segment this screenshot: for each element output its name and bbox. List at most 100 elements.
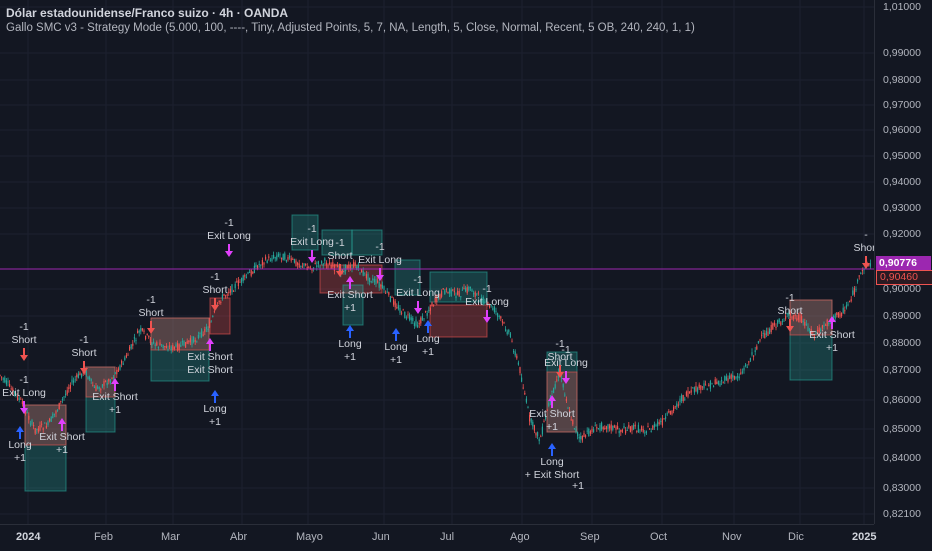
candle-body xyxy=(63,396,65,398)
candle-body xyxy=(185,342,187,348)
price-tick-label: 0,93000 xyxy=(883,202,921,214)
candle-body xyxy=(265,256,267,260)
signal-plus[interactable]: +1 xyxy=(572,480,584,492)
candle-body xyxy=(826,319,828,327)
candle-body xyxy=(237,280,239,287)
candle-body xyxy=(481,298,483,304)
price-tick-label: 1,01000 xyxy=(883,1,921,13)
time-scale[interactable]: 2024 Feb Mar Abr Mayo Jun Jul Ago Sep Oct Nov Dic 20… xyxy=(0,524,876,551)
candle-body xyxy=(21,401,23,405)
signal-exitshort[interactable]: Exit Short+1 xyxy=(39,418,85,456)
signal-long[interactable]: Long+1 xyxy=(416,320,440,358)
candle-body xyxy=(37,428,39,432)
candle-body xyxy=(309,267,311,270)
candle-body xyxy=(141,328,143,331)
candle-body xyxy=(786,312,788,315)
candle-body xyxy=(593,429,595,433)
signal-long[interactable]: Long+1 xyxy=(384,328,408,366)
candle-body xyxy=(362,271,364,276)
candle-body xyxy=(79,372,81,376)
secondary-price-badge: 0,90460 xyxy=(876,270,932,285)
candle-body xyxy=(533,425,535,431)
candle-body xyxy=(573,428,575,430)
signal-short[interactable]: -Short xyxy=(853,229,874,269)
candle-body xyxy=(92,385,94,387)
candle-body xyxy=(802,320,804,322)
signal-long[interactable]: Long+1 xyxy=(338,325,362,363)
candle-body xyxy=(615,426,617,430)
signal-subtext: +1 xyxy=(390,354,402,366)
candle-body xyxy=(757,341,759,344)
signal-subtext: Exit Long xyxy=(358,254,402,266)
candle-body xyxy=(535,432,537,436)
signal-arrow-icon xyxy=(211,298,219,311)
signal-exitshort[interactable]: Exit Short+1 xyxy=(92,378,138,416)
signal-text: -1 xyxy=(79,334,88,346)
candle-body xyxy=(580,435,582,440)
candle-body xyxy=(108,379,110,382)
candle-body xyxy=(556,379,558,381)
indicator-legend[interactable]: Gallo SMC v3 - Strategy Mode (5.000, 100… xyxy=(6,22,695,34)
candle-body xyxy=(497,313,499,317)
candle-body xyxy=(450,289,452,297)
candle-body xyxy=(449,288,451,294)
candle-body xyxy=(636,430,638,432)
candle-body xyxy=(801,315,803,323)
candle-body xyxy=(823,325,825,327)
candle-body xyxy=(644,432,646,434)
bearish-order-block xyxy=(24,404,67,446)
candle-body xyxy=(769,328,771,334)
signal-long[interactable]: Long+1 xyxy=(203,390,227,428)
candle-body xyxy=(164,346,166,348)
candle-body xyxy=(106,382,108,386)
signal-text: -1 xyxy=(307,223,316,235)
signal-exitshort[interactable]: Exit Short+1 xyxy=(327,276,373,314)
candle-body xyxy=(849,300,851,302)
candle-body xyxy=(156,342,158,346)
candle-body xyxy=(837,312,839,318)
candle-body xyxy=(836,312,838,315)
candle-body xyxy=(717,380,719,385)
candle-body xyxy=(356,266,358,270)
signal-long[interactable]: Long+1 xyxy=(8,426,32,464)
candle-body xyxy=(845,305,847,308)
candle-body xyxy=(839,313,841,317)
chart-area[interactable]: -1 Short -1 Exit Long Long +1 Exit Short +1 -1 Sh… xyxy=(0,0,874,524)
candle-body xyxy=(669,410,671,415)
candle-body xyxy=(39,425,41,431)
candle-body xyxy=(527,407,529,409)
candle-body xyxy=(157,347,159,349)
candle-body xyxy=(226,294,228,296)
price-scale[interactable]: 1,01000 0,99000 0,98000 0,97000 0,96000 0,950… xyxy=(874,0,932,524)
signal-text: -1 xyxy=(482,283,491,295)
candle-body xyxy=(500,316,502,319)
candle-body xyxy=(855,289,857,291)
candle-body xyxy=(655,424,657,426)
signal-exitshort[interactable]: Exit Short+1 xyxy=(529,395,575,433)
signal-arrow-icon xyxy=(211,390,219,403)
candle-body xyxy=(613,425,615,428)
bullish-order-block xyxy=(85,366,116,433)
signal-exitshort[interactable]: Exit Short+1 xyxy=(809,316,855,354)
candle-body xyxy=(479,300,481,302)
candle-body xyxy=(194,339,196,342)
candle-body xyxy=(10,388,12,390)
candle-body xyxy=(692,387,694,389)
signal-long[interactable]: Long+ Exit Short xyxy=(525,443,580,481)
